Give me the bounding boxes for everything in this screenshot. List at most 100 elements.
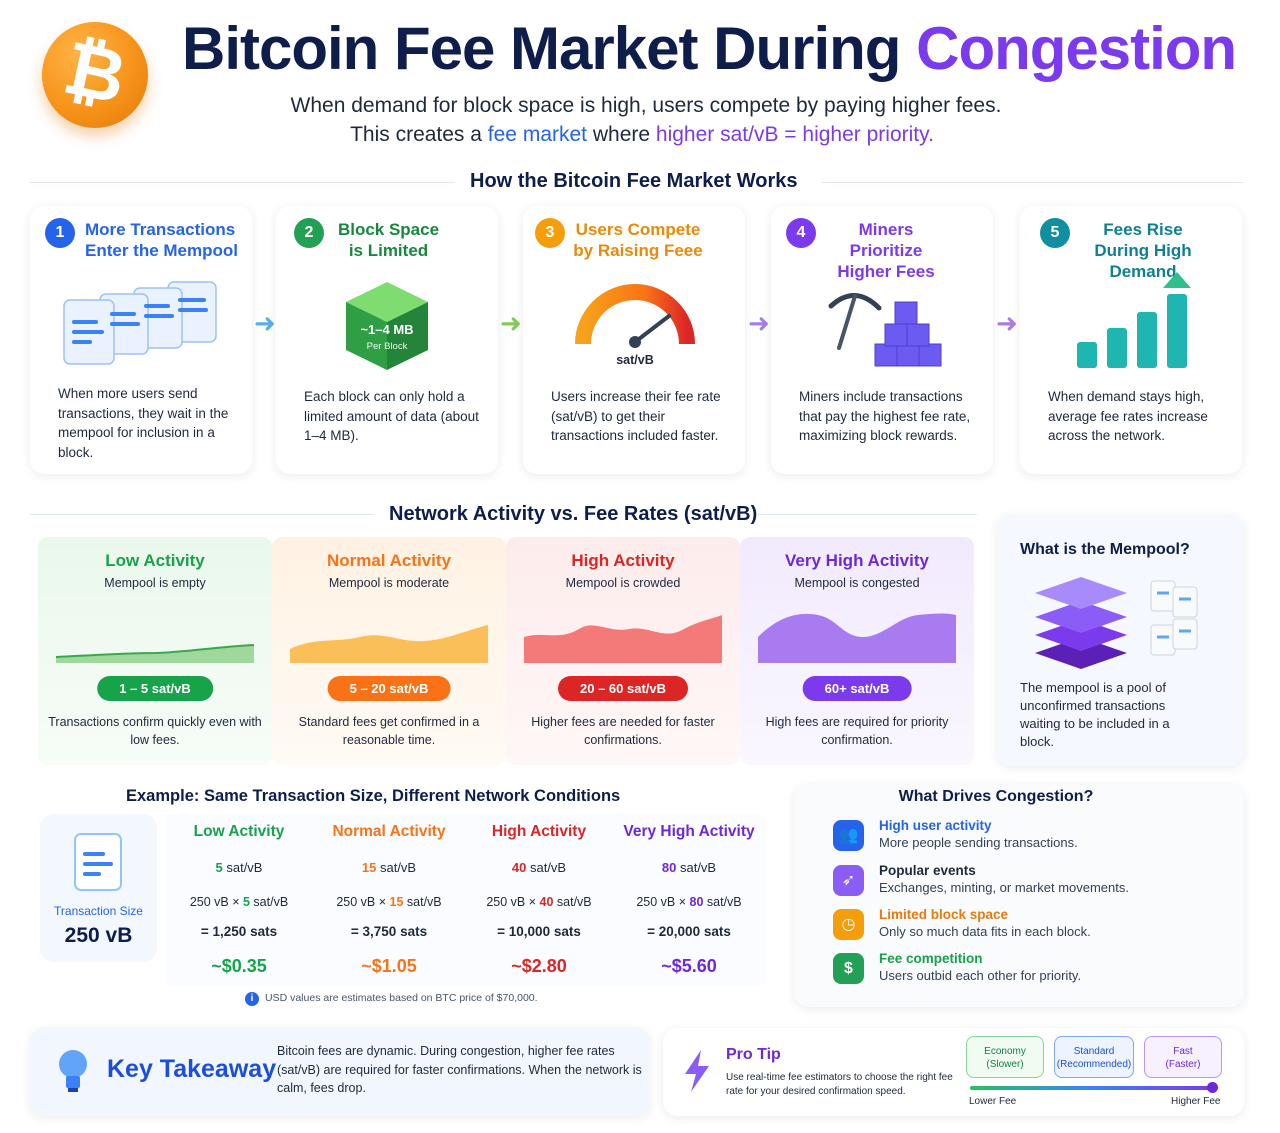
fee-market-term: fee market bbox=[487, 123, 588, 146]
drives-heading: What Drives Congestion? bbox=[898, 788, 1094, 805]
fee-range-pill: 1 – 5 sat/vB bbox=[97, 676, 213, 701]
bitcoin-logo: ₿ bbox=[42, 22, 148, 128]
gauge-label: sat/vB bbox=[616, 353, 654, 367]
step-number: 4 bbox=[786, 218, 816, 248]
size-label: Transaction Size bbox=[54, 904, 143, 918]
title-main: Bitcoin Fee Market During bbox=[182, 15, 901, 82]
arrow-right-icon: ➜ bbox=[500, 308, 522, 338]
step-desc: When demand stays high, average fee rate… bbox=[1048, 389, 1208, 443]
step-title: Fees Rise During High Demand bbox=[1094, 220, 1192, 281]
protip-title: Pro Tip bbox=[726, 1046, 781, 1063]
pickaxe-blocks-icon bbox=[828, 293, 942, 367]
example-column: Normal Activity 15 sat/vB 250 vB × 15 sat/… bbox=[316, 810, 462, 977]
step-card-5: 5 Fees Rise During High Demand When dema… bbox=[1020, 206, 1242, 474]
arrow-right-icon: ➜ bbox=[996, 308, 1018, 338]
activity-low: Low Activity Mempool is empty 1 – 5 sat/… bbox=[38, 537, 272, 765]
higher-fee-label: Higher Fee bbox=[1171, 1096, 1221, 1107]
block-size-label: ~1–4 MB bbox=[360, 322, 414, 337]
step-number: 2 bbox=[294, 218, 324, 248]
clock-icon: ◷ bbox=[833, 909, 864, 940]
takeaway-title: Key Takeaway bbox=[107, 1055, 277, 1083]
very-high-activity-wave bbox=[758, 613, 956, 663]
subtitle-line-1: When demand for block space is high, use… bbox=[290, 94, 1002, 117]
divider bbox=[30, 514, 375, 515]
dollar-icon: $ bbox=[833, 953, 864, 984]
activity-sub: Mempool is crowded bbox=[565, 576, 681, 590]
example-heading: Example: Same Transaction Size, Differen… bbox=[126, 787, 621, 805]
normal-activity-wave bbox=[290, 625, 488, 663]
takeaway-panel: Key Takeaway Bitcoin fees are dynamic. D… bbox=[30, 1028, 650, 1116]
fee-usd: ~$1.05 bbox=[361, 956, 417, 976]
divider bbox=[822, 182, 1244, 183]
subtitle-line-2: This creates a fee market where higher s… bbox=[350, 123, 934, 146]
fee-calc: 250 vB × 40 sat/vB bbox=[486, 895, 592, 909]
fee-range-pill: 5 – 20 sat/vB bbox=[327, 676, 451, 701]
column-title: High Activity bbox=[491, 823, 587, 840]
example-table bbox=[166, 814, 766, 986]
step-title: Block Space is Limited bbox=[337, 220, 440, 260]
fee-calc: 250 vB × 5 sat/vB bbox=[189, 895, 289, 909]
step-title: Users Compete by Raising Feee bbox=[573, 220, 703, 260]
activity-desc: Higher fees are needed for faster confir… bbox=[531, 715, 715, 747]
fee-rate: 5 sat/vB bbox=[215, 860, 263, 875]
arrow-right-icon: ➜ bbox=[254, 308, 276, 338]
step-title: More Transactions Enter the Mempool bbox=[85, 220, 239, 260]
block-size-sub: Per Block bbox=[366, 341, 408, 352]
title-highlight: Congestion bbox=[916, 15, 1237, 82]
arrow-right-icon: ➜ bbox=[748, 308, 770, 338]
activity-normal: Normal Activity Mempool is moderate 5 – … bbox=[272, 537, 506, 765]
rising-bars-icon bbox=[1077, 272, 1191, 368]
fee-range-pill: 60+ sat/vB bbox=[802, 676, 912, 701]
column-title: Very High Activity bbox=[623, 823, 755, 840]
step-card-4: 4 Miners Prioritize Higher Fees Miners i… bbox=[771, 206, 993, 474]
activity-title: High Activity bbox=[571, 551, 675, 570]
fee-usd: ~$2.80 bbox=[511, 956, 567, 976]
lightbulb-icon bbox=[59, 1050, 87, 1092]
fee-sats: = 20,000 sats bbox=[647, 924, 731, 939]
protip-text: Use real-time fee estimators to choose t… bbox=[726, 1072, 953, 1097]
fee-range-pill: 20 – 60 sat/vB bbox=[557, 676, 689, 701]
takeaway-text: Bitcoin fees are dynamic. During congest… bbox=[277, 1044, 642, 1095]
step-number: 1 bbox=[45, 218, 75, 248]
fee-rate: 15 sat/vB bbox=[361, 860, 417, 875]
activity-heading: Network Activity vs. Fee Rates (sat/vB) bbox=[389, 503, 758, 525]
step-number: 5 bbox=[1040, 218, 1070, 248]
step-number: 3 bbox=[535, 218, 565, 248]
transaction-size-card: Transaction Size 250 vB bbox=[40, 814, 157, 962]
fee-calc: 250 vB × 80 sat/vB bbox=[636, 895, 742, 909]
high-activity-wave bbox=[524, 615, 722, 663]
page-title: Bitcoin Fee Market During Congestion bbox=[182, 14, 1237, 83]
column-title: Normal Activity bbox=[332, 823, 446, 840]
fee-usd: ~$5.60 bbox=[661, 956, 717, 976]
activity-desc: Transactions confirm quickly even with l… bbox=[48, 715, 262, 747]
users-icon: 👥 bbox=[833, 820, 864, 851]
step-desc: Users increase their fee rate (sat/vB) t… bbox=[551, 389, 721, 443]
step-desc: Each block can only hold a limited amoun… bbox=[304, 389, 479, 443]
fee-calc: 250 vB × 15 sat/vB bbox=[336, 895, 442, 909]
activity-title: Very High Activity bbox=[785, 551, 929, 570]
step-title: Miners Prioritize Higher Fees bbox=[837, 220, 935, 281]
activity-very-high: Very High Activity Mempool is congested … bbox=[740, 537, 974, 765]
info-icon: i bbox=[245, 992, 259, 1006]
lightning-icon bbox=[685, 1050, 709, 1092]
activity-sub: Mempool is congested bbox=[794, 576, 920, 590]
tier-fast: Fast (Faster) bbox=[1144, 1036, 1222, 1078]
activity-title: Normal Activity bbox=[326, 551, 452, 570]
mempool-layers-icon bbox=[1035, 577, 1198, 669]
low-activity-wave bbox=[56, 644, 254, 663]
fee-scale-handle bbox=[1207, 1082, 1218, 1093]
fee-sats: = 1,250 sats bbox=[200, 924, 278, 939]
rocket-icon: ➶ bbox=[833, 865, 864, 896]
document-stack-icon bbox=[63, 281, 217, 365]
step-card-1: 1 More Transactions Enter the Mempool Wh… bbox=[30, 206, 252, 474]
fee-usd: ~$0.35 bbox=[211, 956, 267, 976]
activity-sub: Mempool is empty bbox=[104, 576, 206, 590]
divider bbox=[30, 182, 455, 183]
document-icon bbox=[74, 833, 122, 891]
mempool-desc: The mempool is a pool of unconfirmed tra… bbox=[1020, 680, 1170, 749]
fee-rate: 80 sat/vB bbox=[661, 860, 717, 875]
tier-standard: Standard (Recommended) bbox=[1054, 1036, 1134, 1078]
step-desc: When more users send transactions, they … bbox=[58, 386, 229, 460]
gauge-icon bbox=[575, 284, 695, 348]
example-column: Very High Activity 80 sat/vB 250 vB × 80 s… bbox=[616, 810, 762, 977]
